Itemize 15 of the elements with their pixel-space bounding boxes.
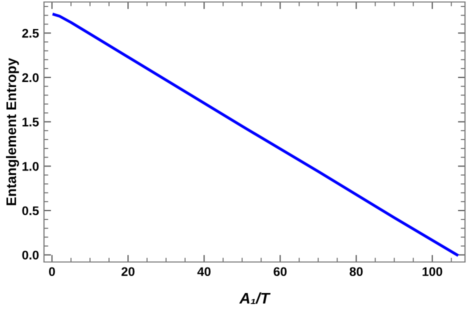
x-tick-label: 20 <box>122 267 134 276</box>
x-tick-label: 0 <box>49 267 55 276</box>
x-axis-title: A₁/T <box>239 292 271 304</box>
y-axis-title: Entanglement Entropy <box>6 58 19 206</box>
y-tick-label: 2.0 <box>22 73 39 82</box>
y-tick-label: 0.5 <box>22 206 39 216</box>
x-tick-label: 40 <box>197 267 211 276</box>
x-tick-label: 80 <box>350 267 363 276</box>
y-tick-label: 2.5 <box>22 28 39 38</box>
x-tick-label: 60 <box>274 267 287 276</box>
line-series <box>52 13 458 256</box>
y-tick-label: 1.0 <box>22 162 39 171</box>
y-tick-label: 1.5 <box>22 118 39 126</box>
y-tick-label: 0.0 <box>22 250 39 260</box>
x-tick-label: 100 <box>422 267 442 276</box>
